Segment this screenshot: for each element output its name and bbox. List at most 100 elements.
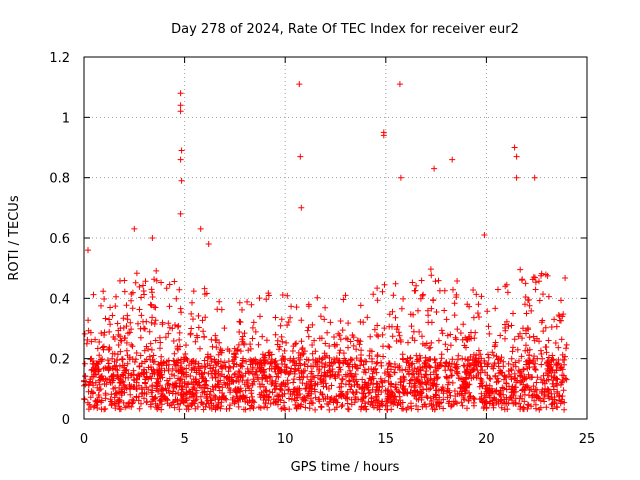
data-point [166,303,173,310]
data-point [367,333,374,340]
data-point [447,342,454,349]
data-point [465,357,472,364]
data-point [285,319,292,325]
data-point [517,330,523,337]
data-point [425,319,432,326]
data-point [245,347,252,354]
data-point [443,316,450,323]
data-point [551,394,558,400]
x-axis-ticks: 0 5 10 15 20 25 [80,57,595,447]
data-point [401,376,408,383]
data-point [411,337,418,344]
data-point [331,356,337,363]
data-point [357,318,364,325]
data-point [268,381,275,388]
data-point [511,370,518,377]
data-point [299,345,306,351]
data-point [455,352,462,359]
data-point [192,338,199,345]
data-point [553,375,560,382]
data-point [362,403,369,410]
data-point [132,356,139,363]
data-point [358,358,365,365]
data-point [177,90,184,97]
x-tick-label: 15 [378,432,395,447]
data-point [117,406,124,413]
data-point [161,367,168,374]
data-point [374,353,381,360]
data-point [94,399,101,406]
data-point [419,333,425,340]
data-point [165,387,172,394]
data-point [542,271,549,278]
data-point [170,388,177,395]
data-point [277,366,284,373]
data-point [441,307,448,314]
data-point [267,400,274,407]
data-point [545,293,552,300]
data-point [389,308,396,315]
data-point [298,338,305,345]
data-point [106,316,113,323]
data-point [449,156,456,163]
data-point [149,294,156,300]
data-point [277,322,284,329]
data-point [331,359,338,366]
data-point [561,406,568,413]
data-point [178,147,185,154]
data-point [326,343,333,349]
data-point [519,386,526,393]
data-point [428,339,435,346]
data-point [385,343,392,350]
data-point [212,382,219,389]
data-point [350,342,357,349]
data-point [312,348,319,355]
data-point [202,364,209,371]
data-point [113,390,120,397]
data-point [559,393,566,400]
data-point [269,389,276,396]
data-point [534,355,541,362]
data-point [333,341,340,348]
data-point [198,384,205,391]
data-point [96,339,103,345]
data-point [117,333,123,340]
data-point [556,313,563,320]
data-point [464,405,470,412]
data-point [446,398,453,405]
data-point [554,404,561,411]
data-point [177,102,184,109]
data-point [517,266,524,273]
data-point [549,380,556,387]
data-point [278,316,285,323]
data-point [262,387,269,394]
data-point [262,360,268,367]
data-point [238,362,245,369]
data-point [430,401,437,408]
data-point [150,352,157,359]
data-point [241,341,248,348]
data-point [508,394,514,400]
data-point [413,395,420,402]
data-point [500,363,507,370]
data-point [386,344,393,351]
data-point [121,362,128,369]
data-point [135,320,141,327]
data-point [523,358,530,365]
data-point [444,374,451,381]
data-point [156,334,163,341]
data-point [101,296,108,302]
data-point [497,391,504,398]
data-point [141,347,148,354]
data-point [380,353,387,360]
data-point [182,351,189,357]
data-point [403,389,409,396]
data-point [263,337,270,344]
data-point [532,367,539,373]
data-point [201,363,208,370]
data-point [426,345,432,352]
data-point [251,399,258,406]
data-point [239,357,246,364]
data-point [508,376,515,383]
data-point [195,379,202,386]
